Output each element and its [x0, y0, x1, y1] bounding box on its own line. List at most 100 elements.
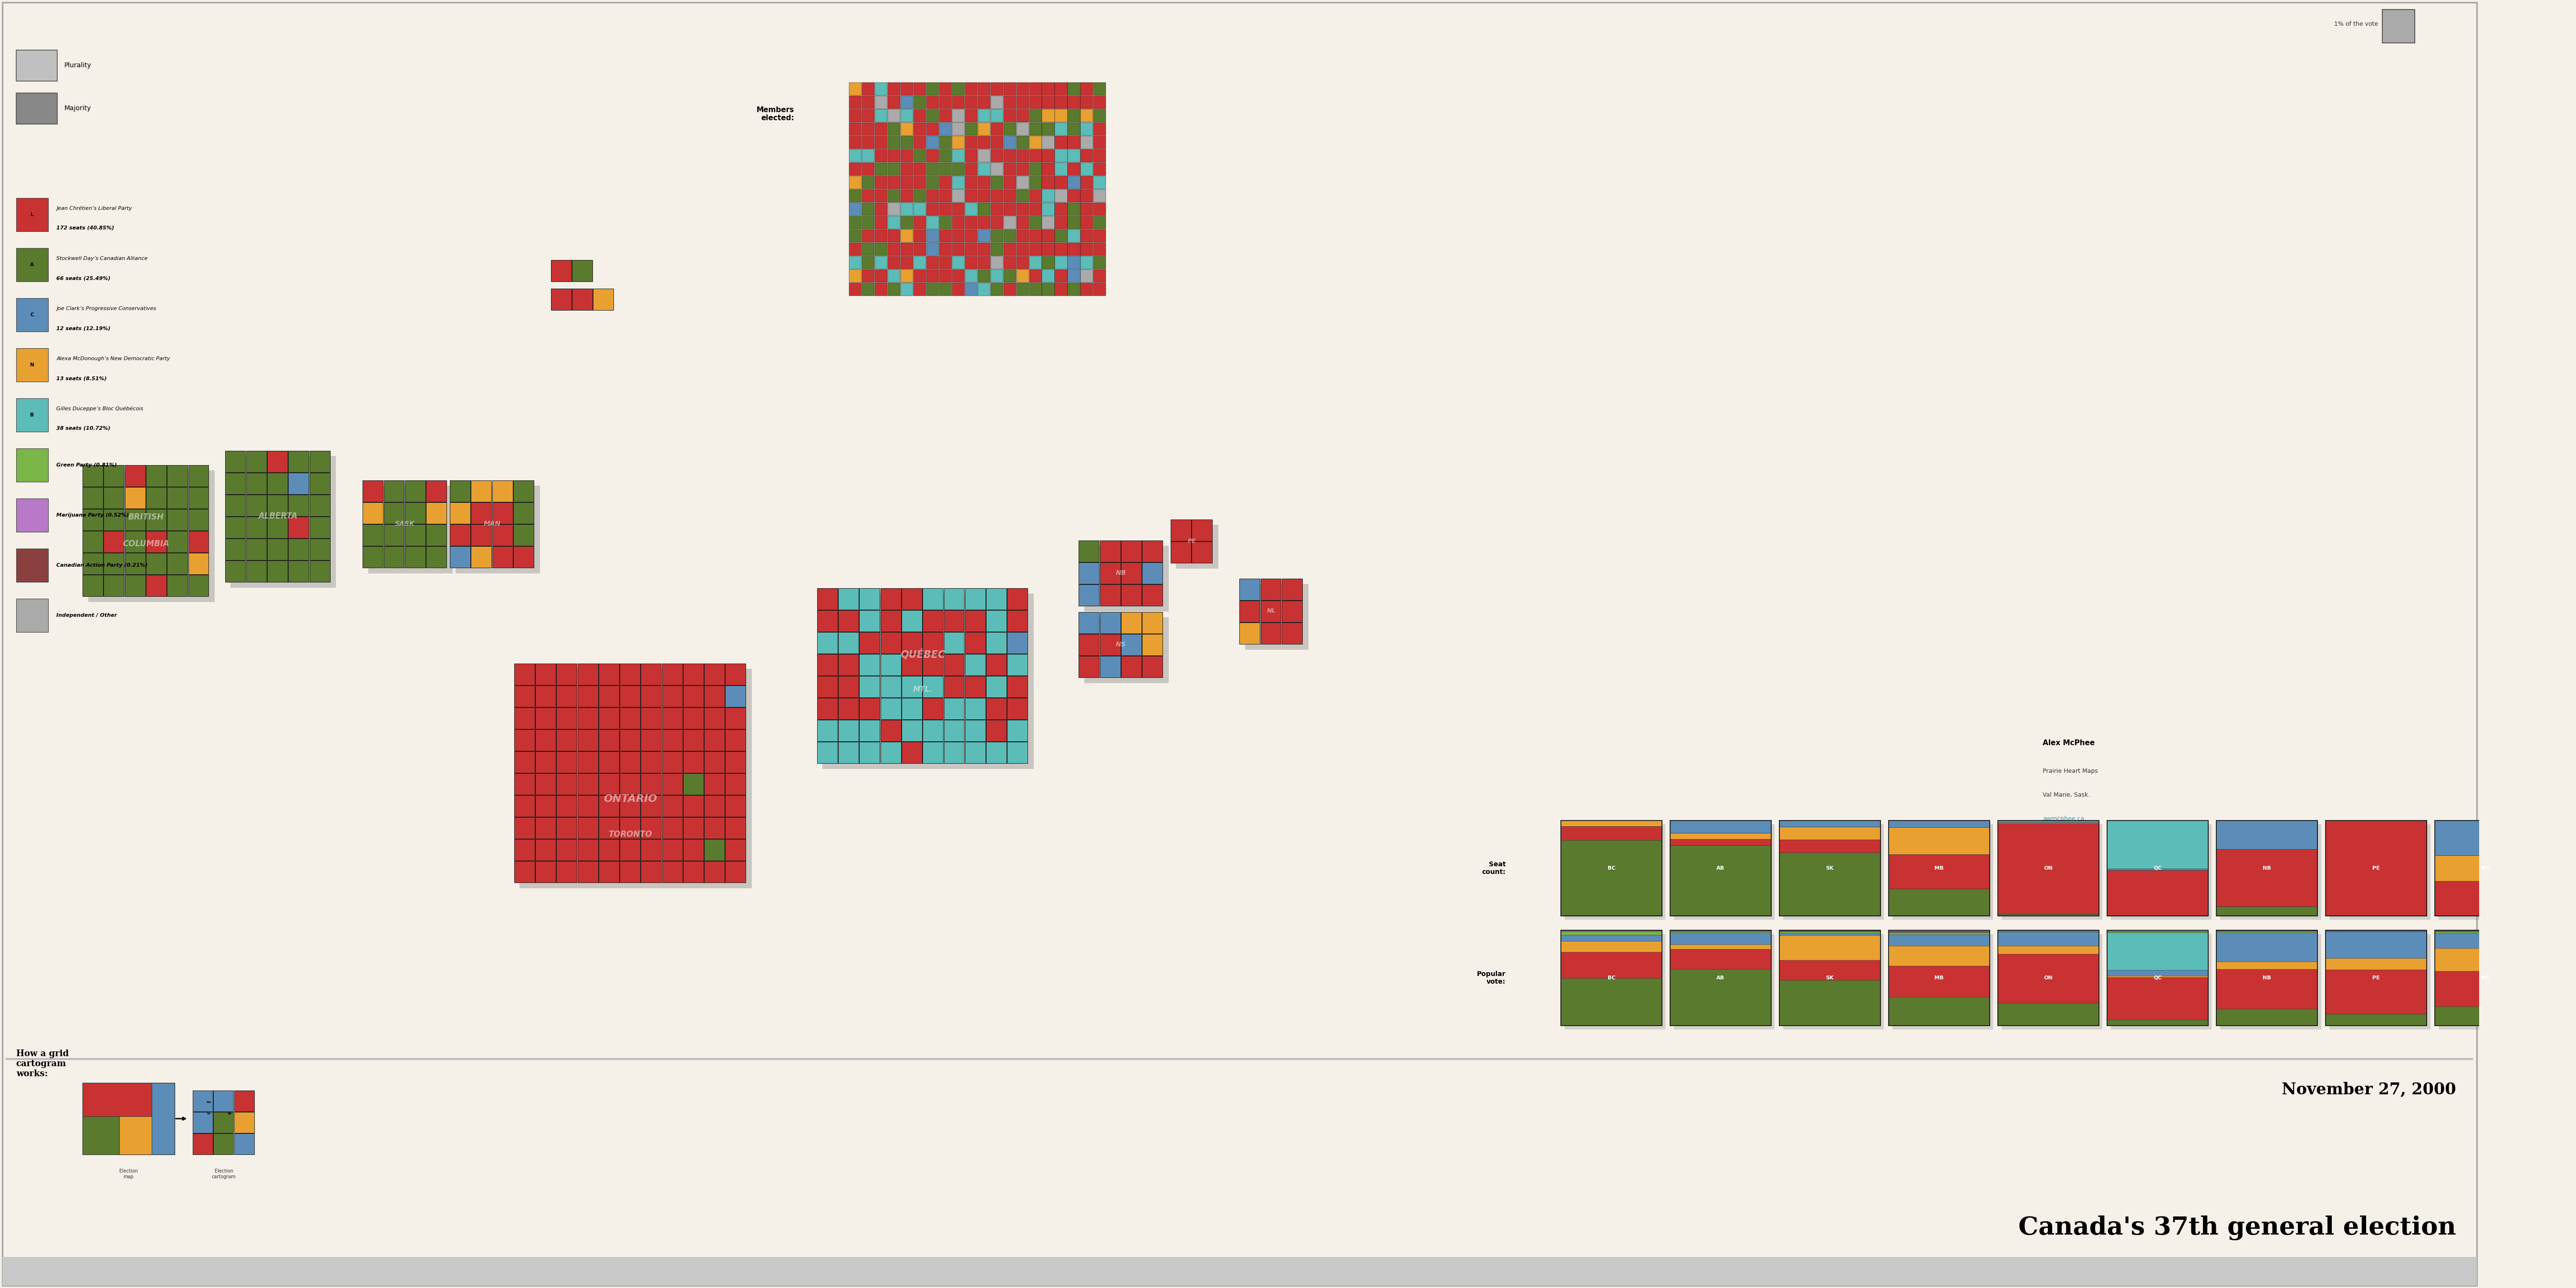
Bar	[1888, 827, 1989, 854]
Bar	[966, 654, 987, 675]
Text: 38 seats (10.72%): 38 seats (10.72%)	[57, 426, 111, 430]
Bar	[1005, 135, 1015, 149]
Bar	[876, 109, 889, 122]
Bar	[860, 698, 881, 720]
Text: AB: AB	[1716, 975, 1726, 980]
Bar	[837, 589, 858, 609]
Bar	[850, 82, 863, 95]
Text: NS: NS	[2481, 866, 2488, 871]
Bar	[927, 95, 938, 108]
Bar	[889, 176, 899, 189]
Bar	[987, 676, 1007, 697]
Bar	[1888, 820, 1989, 916]
Bar	[953, 256, 963, 269]
Bar	[953, 202, 963, 215]
Bar	[902, 611, 922, 631]
Bar	[940, 202, 951, 215]
Bar	[1005, 122, 1015, 135]
Bar	[577, 774, 598, 795]
Bar	[536, 862, 556, 882]
Bar	[860, 611, 881, 631]
Bar	[268, 516, 289, 538]
Bar	[556, 729, 577, 751]
Bar	[2107, 933, 2208, 970]
Bar	[598, 796, 618, 817]
Bar	[817, 611, 837, 631]
Bar	[703, 751, 724, 773]
Bar	[1018, 283, 1028, 296]
Bar	[940, 189, 951, 202]
Bar	[15, 448, 49, 482]
Bar	[1056, 269, 1066, 282]
Bar	[703, 818, 724, 838]
Bar	[1079, 541, 1100, 562]
Bar	[850, 176, 863, 189]
Text: 172 seats (40.85%): 172 seats (40.85%)	[57, 225, 113, 231]
Bar	[817, 589, 837, 609]
Bar	[492, 524, 513, 546]
Bar	[1007, 698, 1028, 720]
Bar	[556, 707, 577, 729]
Bar	[515, 840, 536, 860]
Text: QC: QC	[2154, 975, 2161, 980]
Bar	[621, 818, 641, 838]
Bar	[592, 289, 613, 310]
Bar	[404, 524, 425, 546]
Bar	[1005, 109, 1015, 122]
Bar	[979, 202, 989, 215]
Bar	[863, 82, 876, 95]
Bar	[703, 774, 724, 795]
Bar	[1043, 82, 1054, 95]
Bar	[1999, 933, 2099, 947]
Bar	[1056, 135, 1066, 149]
Bar	[2215, 1009, 2318, 1025]
Bar	[1043, 109, 1054, 122]
Bar	[1018, 242, 1028, 256]
Bar	[881, 632, 902, 653]
Bar	[1999, 820, 2099, 916]
Bar	[598, 707, 618, 729]
Bar	[979, 242, 989, 256]
Bar	[683, 663, 703, 685]
Bar	[940, 95, 951, 108]
Bar	[1239, 622, 1260, 644]
Bar	[2434, 820, 2535, 855]
Bar	[556, 796, 577, 817]
Bar	[914, 122, 925, 135]
Bar	[902, 122, 912, 135]
Bar	[15, 198, 49, 232]
Bar	[289, 560, 309, 582]
Bar	[966, 256, 976, 269]
Bar	[536, 774, 556, 795]
Bar	[940, 149, 951, 162]
Bar	[992, 176, 1002, 189]
Bar	[1780, 853, 1880, 916]
Bar	[902, 149, 912, 162]
Text: PE: PE	[2372, 866, 2380, 871]
Bar	[863, 269, 876, 282]
Bar	[1100, 612, 1121, 634]
Bar	[451, 502, 471, 524]
Bar	[1121, 563, 1141, 583]
Bar	[404, 502, 425, 524]
Bar	[621, 774, 641, 795]
Bar	[927, 269, 938, 282]
Bar	[1092, 216, 1105, 229]
Bar	[577, 685, 598, 707]
Bar	[1056, 189, 1066, 202]
Bar	[1893, 934, 1994, 1029]
Bar	[966, 242, 976, 256]
Bar	[577, 663, 598, 685]
Bar	[1005, 202, 1015, 215]
Bar	[15, 249, 49, 282]
Bar	[556, 751, 577, 773]
Bar	[703, 685, 724, 707]
Text: COLUMBIA: COLUMBIA	[124, 540, 170, 547]
Bar	[641, 774, 662, 795]
Bar	[953, 176, 963, 189]
Bar	[943, 632, 963, 653]
Bar	[662, 862, 683, 882]
Text: TORONTO: TORONTO	[608, 829, 652, 838]
Bar	[860, 654, 881, 675]
Bar	[953, 216, 963, 229]
